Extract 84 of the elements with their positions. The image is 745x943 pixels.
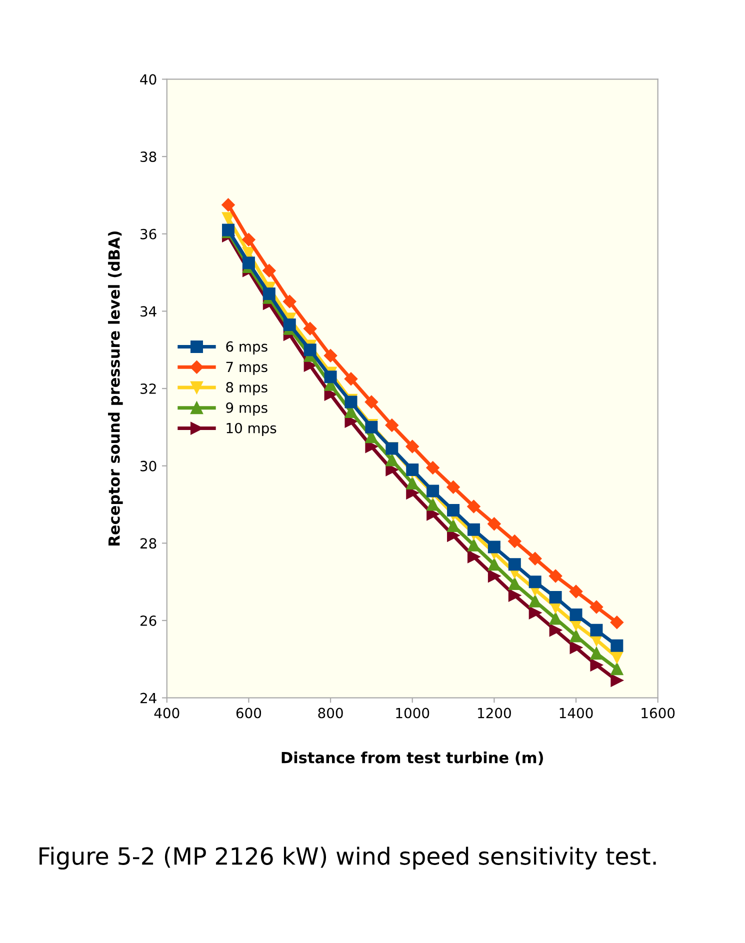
point: [570, 630, 582, 642]
point: [590, 600, 604, 614]
x-tick-label: 1400: [560, 708, 593, 718]
point: [508, 589, 521, 602]
point: [488, 570, 500, 582]
point: [610, 639, 624, 652]
point: [569, 584, 583, 598]
point: [548, 569, 562, 583]
point: [610, 616, 624, 630]
point: [222, 198, 235, 212]
point: [262, 288, 276, 300]
point: [364, 395, 378, 409]
point: [324, 349, 338, 362]
point: [549, 612, 562, 625]
point: [590, 658, 603, 672]
point: [467, 550, 480, 563]
legend-label: 8 mps: [226, 382, 268, 396]
point: [508, 534, 522, 548]
point: [365, 440, 378, 453]
x-tick-label: 1200: [478, 708, 511, 718]
x-tick-label: 800: [318, 708, 343, 718]
point: [446, 480, 460, 494]
point: [406, 486, 419, 500]
y-axis-title: Receptor sound pressure level (dBA): [108, 231, 123, 546]
x-tick-label: 1000: [396, 708, 430, 718]
point: [406, 440, 419, 454]
point: [549, 591, 562, 604]
y-tick-label: 40: [140, 74, 156, 85]
y-tick-label: 26: [140, 615, 156, 626]
point: [549, 624, 562, 636]
legend-label: 10 mps: [226, 422, 276, 436]
point: [344, 372, 358, 386]
point: [303, 322, 317, 336]
point: [406, 476, 419, 490]
x-axis-title: Distance from test turbine (m): [282, 752, 543, 766]
point: [488, 517, 501, 530]
y-tick-label: 30: [140, 460, 156, 472]
x-tick-label: 600: [236, 708, 262, 718]
point: [344, 415, 358, 428]
point: [590, 624, 603, 636]
point: [610, 662, 624, 676]
point: [262, 264, 276, 278]
y-tick-label: 38: [140, 152, 156, 162]
point: [528, 594, 542, 608]
point: [386, 454, 398, 466]
y-tick-label: 36: [140, 228, 156, 240]
legend-label: 9 mps: [226, 402, 268, 416]
point: [528, 576, 542, 588]
x-tick-label: 400: [154, 708, 180, 718]
point: [570, 641, 582, 654]
y-tick-label: 34: [140, 306, 156, 317]
point: [467, 500, 480, 514]
point: [222, 212, 234, 225]
point: [488, 540, 500, 554]
point: [528, 606, 542, 620]
point: [508, 558, 521, 571]
point: [590, 647, 603, 660]
legend-label: 6 mps: [226, 341, 268, 354]
caption: Figure 5-2 (MP 2126 kW) wind speed sensitivity test.: [40, 846, 656, 870]
point: [242, 256, 255, 270]
point: [447, 520, 460, 532]
point: [467, 523, 480, 536]
point: [426, 461, 440, 474]
point: [508, 578, 521, 590]
point: [283, 294, 296, 308]
point: [447, 504, 460, 517]
point: [406, 463, 419, 476]
point: [610, 674, 624, 687]
point: [488, 558, 500, 571]
x-tick-label: 1600: [642, 708, 675, 718]
point: [385, 418, 398, 432]
y-tick-label: 28: [140, 538, 156, 549]
y-tick-label: 32: [140, 383, 156, 394]
point: [570, 608, 582, 621]
legend-label: 7 mps: [226, 362, 268, 375]
y-tick-label: 24: [140, 692, 156, 704]
point: [283, 318, 296, 331]
point: [426, 498, 440, 511]
point: [324, 370, 337, 384]
point: [528, 552, 542, 566]
point: [467, 538, 480, 552]
point: [426, 484, 440, 498]
point: [242, 233, 256, 246]
point: [304, 344, 316, 356]
